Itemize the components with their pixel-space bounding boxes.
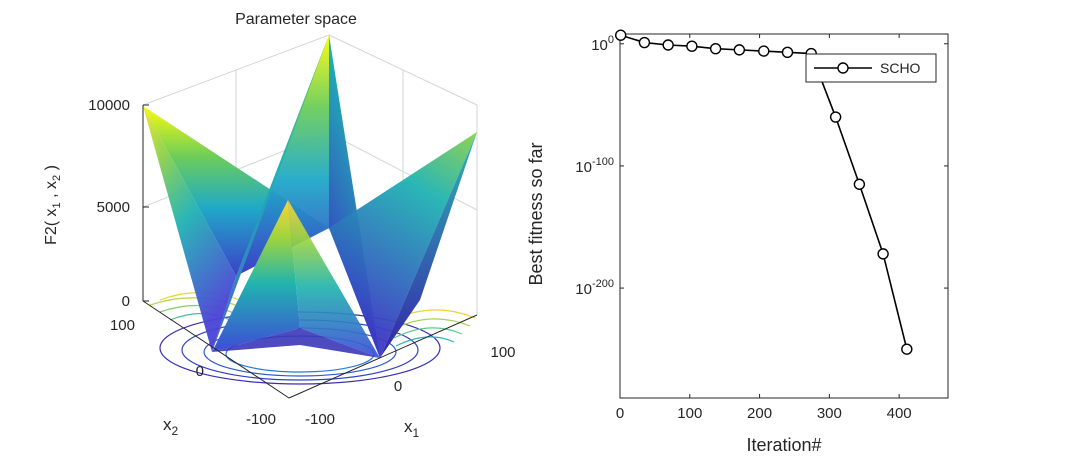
convergence-plot: 0 100 200 300 400 100 10-100 10-200 Iteration#… xyxy=(526,29,949,455)
data-point xyxy=(901,343,913,355)
y-tick-label: 10-200 xyxy=(575,278,614,298)
data-point xyxy=(853,178,866,190)
data-point xyxy=(781,46,794,59)
z-tick-label: 10000 xyxy=(88,97,130,114)
data-point xyxy=(638,36,651,49)
data-point xyxy=(662,39,674,51)
x2-tick-label: 0 xyxy=(196,363,204,380)
x-tick-label: 300 xyxy=(817,405,842,422)
z-tick-label: 5000 xyxy=(97,199,130,216)
x1-tick-label: 0 xyxy=(394,378,402,395)
surface-title: Parameter space xyxy=(235,11,357,28)
surface-mesh xyxy=(143,35,477,358)
x-axis-label: Iteration# xyxy=(746,435,821,455)
data-point xyxy=(877,248,889,260)
surface-axes xyxy=(142,104,478,399)
x2-tick-label: 100 xyxy=(110,317,135,334)
y-axis-label: Best fitness so far xyxy=(526,142,546,285)
x-tick-label: 400 xyxy=(887,405,912,422)
legend-marker xyxy=(837,62,849,74)
data-point xyxy=(614,29,627,41)
series-scho xyxy=(614,29,913,355)
y-tick-label: 100 xyxy=(591,34,614,54)
data-point xyxy=(829,111,842,123)
x-tick-label: 0 xyxy=(616,405,624,422)
y-tick-label: 10-100 xyxy=(575,156,614,176)
x-axis-ticks: 0 100 200 300 400 xyxy=(616,34,912,422)
data-point xyxy=(733,44,746,56)
legend: SCHO xyxy=(805,53,937,83)
legend-label: SCHO xyxy=(880,60,921,76)
x1-axis-label: x1 xyxy=(404,417,420,440)
x2-tick-label: -100 xyxy=(246,411,276,428)
x1-tick-label: 100 xyxy=(490,344,515,361)
y-axis-ticks: 100 10-100 10-200 xyxy=(575,34,948,298)
plot-area xyxy=(619,33,949,399)
data-point xyxy=(758,45,770,57)
x-tick-label: 100 xyxy=(677,405,702,422)
data-point xyxy=(709,42,722,55)
x1-tick-label: -100 xyxy=(305,411,335,428)
surface-plot: Parameter space xyxy=(43,11,516,440)
data-point xyxy=(686,40,698,52)
z-axis-label: F2( x1 , x2 ) xyxy=(43,165,63,245)
x-tick-label: 200 xyxy=(747,405,772,422)
x2-axis-label: x2 xyxy=(163,415,179,438)
z-tick-label: 0 xyxy=(122,293,130,310)
